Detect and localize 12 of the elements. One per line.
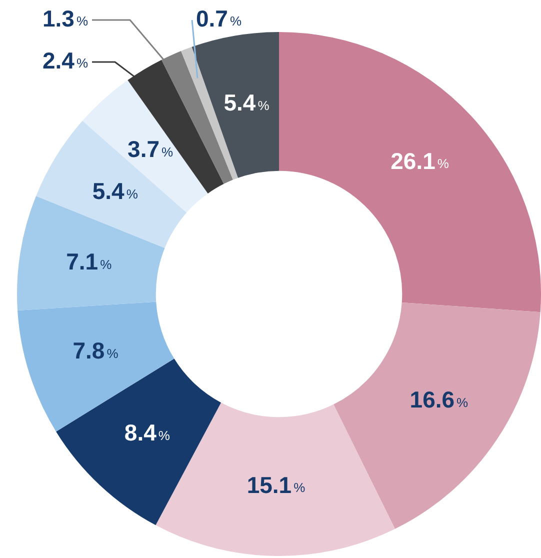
data-label: 15.1% <box>246 472 306 498</box>
data-label: 0.7% <box>196 5 242 32</box>
data-label: 8.4% <box>124 420 170 446</box>
data-label: 1.3% <box>42 5 88 32</box>
data-label: 5.4% <box>92 178 138 204</box>
data-label: 5.4% <box>224 90 270 116</box>
data-label: 3.7% <box>128 136 174 162</box>
data-label: 2.4% <box>42 47 88 74</box>
data-label: 16.6% <box>410 386 469 413</box>
data-label: 7.8% <box>72 338 119 364</box>
data-label: 26.1% <box>390 148 450 174</box>
data-label: 7.1% <box>66 248 112 275</box>
